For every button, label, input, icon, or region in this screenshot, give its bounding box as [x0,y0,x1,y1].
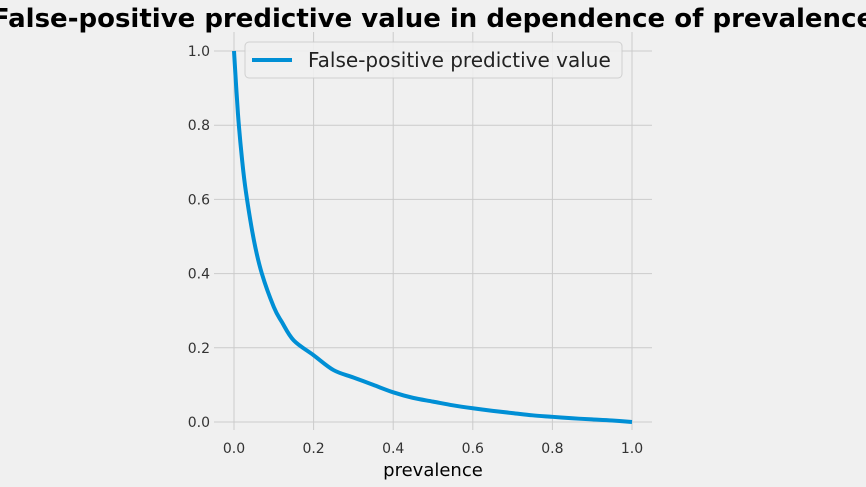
y-tick-label: 0.4 [188,267,210,283]
x-tick-labels: 0.0 0.2 0.4 0.6 0.8 1.0 [223,441,643,457]
grid-lines [214,32,652,430]
x-tick-label: 1.0 [621,441,643,457]
x-tick-label: 0.0 [223,441,245,457]
legend: False-positive predictive value [244,41,623,79]
x-tick-label: 0.6 [462,441,484,457]
x-axis-label: prevalence [383,460,483,481]
x-tick-label: 0.8 [541,441,563,457]
legend-box [244,41,623,79]
y-tick-label: 0.0 [188,415,210,431]
legend-label: False-positive predictive value [308,48,611,72]
y-tick-label: 0.6 [188,192,210,208]
chart-title: False-positive predictive value in depen… [0,4,866,34]
y-tick-labels: 0.0 0.2 0.4 0.6 0.8 1.0 [188,44,210,431]
y-tick-label: 0.2 [188,341,210,357]
series-line-false-positive-predictive-value [232,50,633,424]
y-tick-label: 1.0 [188,44,210,60]
x-tick-label: 0.4 [382,441,404,457]
y-tick-label: 0.8 [188,118,210,134]
x-tick-label: 0.2 [302,441,324,457]
